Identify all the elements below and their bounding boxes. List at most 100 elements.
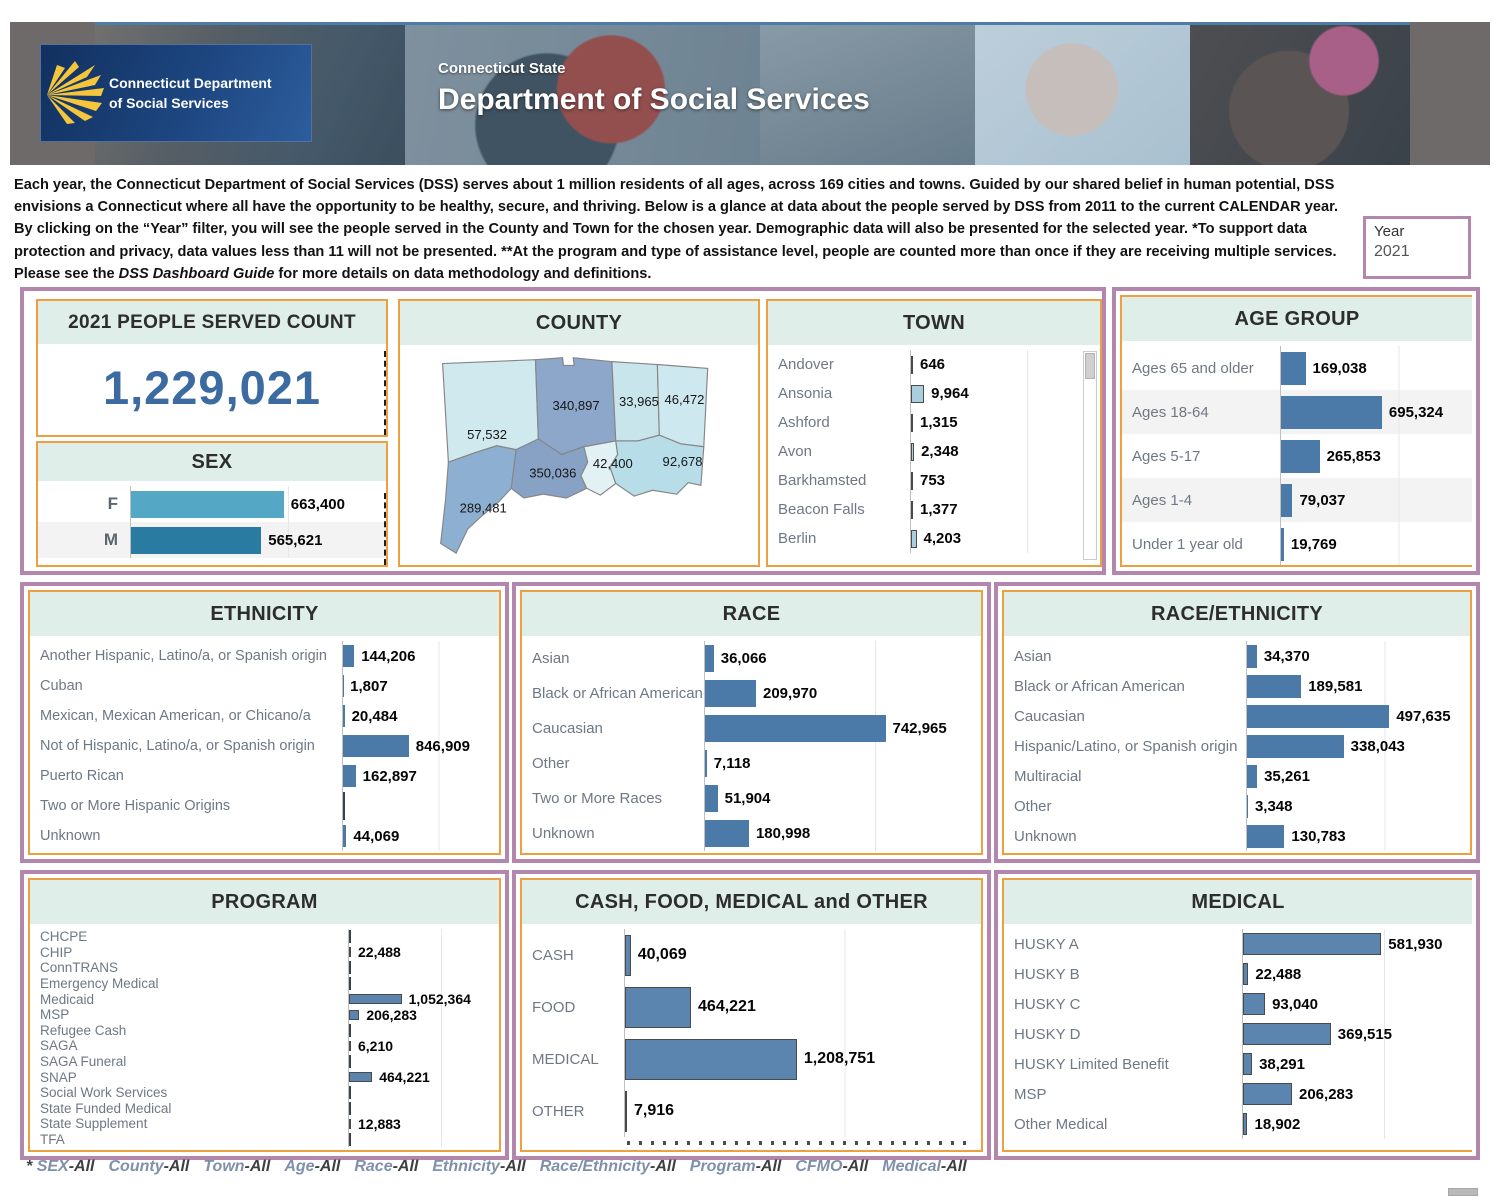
bar-area: 753 [910,466,1100,495]
bar[interactable] [1247,764,1258,788]
bar[interactable] [1243,963,1249,985]
bar[interactable] [911,529,917,548]
chart-row: SAGA 6,210 [30,1038,499,1054]
county-fairfield[interactable] [440,445,517,554]
bar-area: 38,291 [1242,1049,1472,1079]
value-label: 6,210 [358,1037,394,1054]
chart-row: Refugee Cash [30,1022,499,1039]
bar[interactable] [705,785,718,812]
bar[interactable] [131,490,284,518]
filter-value: -All [755,1158,782,1175]
chart-row: Two or More Hispanic Origins [30,791,499,821]
bar[interactable] [625,1090,627,1132]
value-label: 753 [920,472,946,489]
bar[interactable] [343,735,409,757]
bar[interactable] [349,1118,351,1129]
bar[interactable] [705,750,707,777]
bar[interactable] [349,947,351,958]
bar[interactable] [1243,1023,1331,1045]
people-served-count: 1,229,021 [102,361,322,414]
value-label: 497,635 [1396,707,1451,725]
bar[interactable] [911,471,913,490]
chart-row: Berlin 4,203 [768,524,1100,553]
bar[interactable] [1281,483,1293,517]
bar[interactable] [131,526,262,554]
bar[interactable] [911,442,915,461]
value-label: 4,203 [923,530,962,547]
bar[interactable] [343,825,347,847]
horizontal-scrollbar-thumb[interactable] [1448,1188,1478,1196]
bar[interactable] [349,1009,360,1020]
bar-area: 18,902 [1242,1109,1472,1139]
bar[interactable] [1247,734,1344,758]
bar[interactable] [1281,351,1306,385]
row-label: HUSKY B [1014,965,1080,983]
bar-area: 2,348 [910,437,1100,466]
bar[interactable] [705,715,886,742]
bar[interactable] [705,680,756,707]
value-label: 464,221 [379,1069,430,1086]
filter-pair: Town-All [203,1158,270,1175]
county-value-tolland: 33,965 [619,394,659,409]
bar[interactable] [343,645,355,667]
bar[interactable] [1281,395,1382,429]
bar[interactable] [1247,674,1302,698]
bar-area: 206,283 [348,1007,499,1023]
row-label: Two or More Races [532,790,663,807]
chart-row: HUSKY D 369,515 [1004,1019,1472,1049]
chart-row: Under 1 year old 19,769 [1122,522,1472,565]
bar[interactable] [625,1038,797,1080]
bar[interactable] [1243,993,1266,1015]
bar-area: 3,348 [1246,791,1470,821]
value-label: 3,348 [1254,797,1293,815]
bar[interactable] [1247,704,1390,728]
value-label: 93,040 [1272,995,1318,1013]
bar[interactable] [1281,439,1320,473]
dashboard-guide-link[interactable]: DSS Dashboard Guide [118,265,275,282]
town-scrollbar-thumb[interactable] [1085,353,1095,379]
bar[interactable] [1243,1113,1248,1135]
intro-text: Each year, the Connecticut Department of… [14,177,1339,282]
bar[interactable] [911,384,925,403]
bar[interactable] [343,705,345,727]
bar[interactable] [1243,1083,1292,1105]
bar[interactable] [1243,1053,1253,1075]
row-label: Another Hispanic, Latino/a, or Spanish o… [40,648,327,664]
chart-row: Ansonia 9,964 [768,379,1100,408]
county-value-litchfield: 57,532 [467,427,507,442]
bar[interactable] [911,500,913,519]
year-filter-value[interactable]: 2021 [1374,243,1410,260]
row-label: Puerto Rican [40,768,124,784]
chart-row: CASH 40,069 [522,929,981,981]
bar[interactable] [349,994,402,1005]
bar[interactable] [705,645,714,672]
bar[interactable] [705,820,749,847]
row-label: Emergency Medical [40,976,159,992]
bar-area: 22,488 [348,944,499,960]
bar[interactable] [349,1040,351,1051]
bar-area: 35,261 [1246,761,1470,791]
row-label: Caucasian [1014,707,1085,725]
bar-area: 93,040 [1242,989,1472,1019]
intro-text-end: for more details on data methodology and… [274,265,652,282]
bar[interactable] [625,934,631,976]
bar[interactable] [911,413,913,432]
bar[interactable] [349,1072,373,1083]
year-filter-label: Year [1374,223,1405,240]
bar[interactable] [625,986,692,1028]
value-label: 663,400 [290,495,345,513]
bar[interactable] [911,355,913,374]
zero-tick [349,930,351,944]
bar[interactable] [1243,933,1382,955]
bar[interactable] [1247,644,1257,668]
bar[interactable] [1247,824,1285,848]
bar-area: 19,769 [1280,522,1472,565]
bar[interactable] [1281,527,1284,561]
row-label: Not of Hispanic, Latino/a, or Spanish or… [40,738,315,754]
bar[interactable] [343,765,356,787]
town-scrollbar[interactable] [1083,351,1097,560]
bar[interactable] [1247,794,1248,818]
year-filter[interactable]: Year 2021 [1363,216,1471,279]
county-new-london[interactable] [609,434,705,497]
value-label: 338,043 [1350,737,1405,755]
